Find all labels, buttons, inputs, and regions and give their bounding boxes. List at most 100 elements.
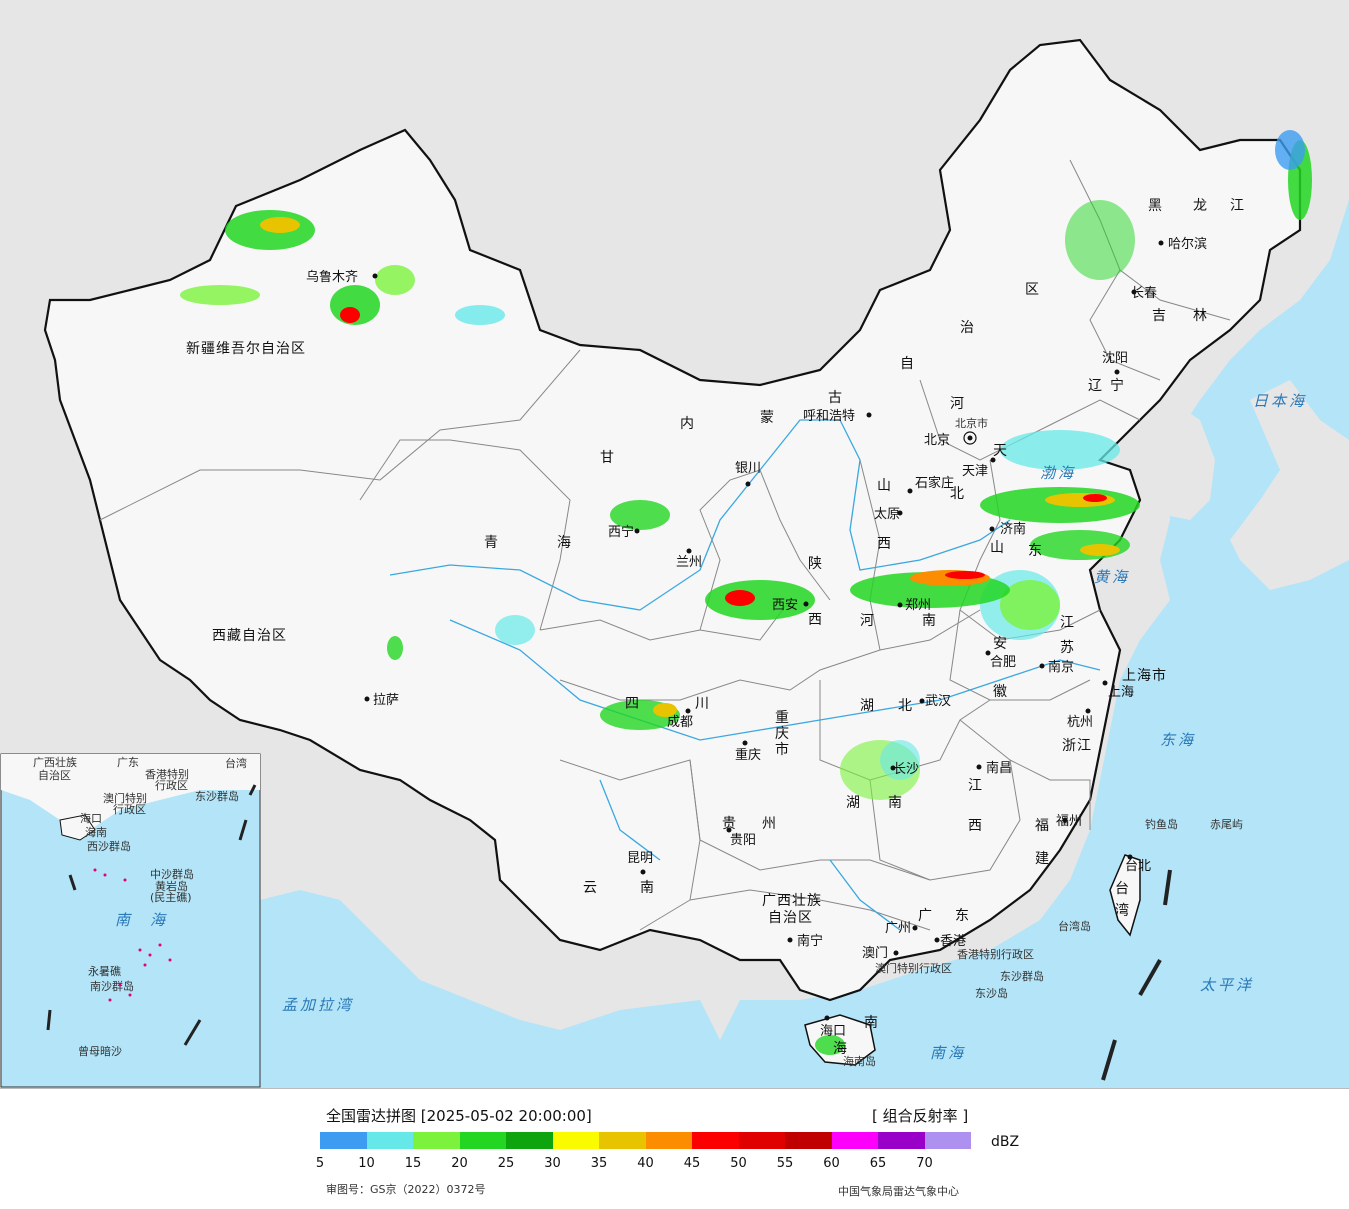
inset-guangxi: 广西壮族: [33, 755, 77, 769]
island-chiwei: 赤尾屿: [1210, 818, 1243, 831]
city-changsha: 长沙: [893, 762, 919, 777]
city-tianjin: 天津: [962, 464, 988, 479]
boundary-dashes: [1101, 869, 1172, 1081]
label-hebei-2: 北: [950, 486, 965, 502]
city-macau: 澳门: [862, 945, 888, 961]
city-changchun: 长春: [1131, 286, 1157, 301]
sea-japan: 日本海: [1253, 392, 1307, 410]
radar-echoes: [180, 130, 1312, 1055]
scale-swatch: [692, 1132, 739, 1149]
scale-tick: 50: [730, 1156, 747, 1171]
legend-panel: 全国雷达拼图 [2025-05-02 20:00:00] [ 组合反射率 ] d…: [0, 1088, 1349, 1209]
label-hebei-1: 河: [950, 396, 965, 412]
label-ln-2: 宁: [1110, 377, 1125, 394]
label-hlj-3: 江: [1230, 198, 1245, 214]
island-taiwan: 台湾岛: [1058, 919, 1091, 933]
label-jilin-2: 林: [1193, 308, 1208, 324]
label-cq-2: 庆: [775, 726, 790, 742]
korea: [1140, 400, 1215, 520]
label-yn-1: 云: [583, 880, 598, 896]
label-hn-1: 海: [833, 1041, 848, 1057]
city-guangzhou: 广州: [885, 921, 911, 936]
inset-zhongsha: 中沙群岛: [150, 867, 194, 881]
legend-ticks: 5 10 15 20 25 30 35 40 45 50 55 60 65 70: [316, 1156, 1020, 1174]
city-urumqi: 乌鲁木齐: [306, 269, 358, 285]
scale-swatch: [831, 1132, 878, 1149]
label-cq-3: 市: [775, 741, 790, 758]
city-kunming: 昆明: [627, 851, 653, 866]
city-nanning: 南宁: [797, 933, 823, 949]
approval-number: 审图号：GS京（2022）0372号: [326, 1183, 486, 1196]
color-scale-bar: [320, 1132, 971, 1149]
inset-zengmu: 曾母暗沙: [78, 1044, 122, 1058]
label-henan-1: 河: [860, 613, 875, 629]
inset-taiwan: 台湾: [225, 756, 247, 770]
city-harbin: 哈尔滨: [1168, 236, 1207, 252]
city-taipei: 台北: [1125, 859, 1151, 874]
inset-haikou: 海口: [80, 811, 102, 825]
island-hainan: 海南岛: [843, 1054, 876, 1068]
label-tw-2: 湾: [1115, 902, 1130, 919]
label-shaanxi-2: 西: [808, 612, 823, 628]
city-chongqing: 重庆: [735, 747, 761, 763]
label-xizang: 西藏自治区: [212, 628, 287, 644]
city-jinan: 济南: [1000, 521, 1026, 537]
scale-tick: 25: [497, 1156, 515, 1171]
label-gz-2: 州: [762, 816, 777, 832]
label-yn-2: 南: [640, 880, 655, 896]
scale-tick: 70: [916, 1156, 933, 1171]
scale-tick: 60: [823, 1156, 840, 1171]
label-sd-1: 山: [990, 540, 1005, 556]
inset-huangyan: 黄岩岛: [155, 879, 188, 893]
scale-tick: 40: [637, 1156, 654, 1171]
japan: [1230, 380, 1349, 590]
sea-yellow: 黄海: [1094, 568, 1130, 586]
label-shanghai: 上海市: [1122, 667, 1167, 684]
city-zhengzhou: 郑州: [905, 598, 931, 613]
city-nanjing: 南京: [1048, 659, 1074, 675]
sea-east: 东海: [1160, 731, 1196, 749]
city-shijiazhuang: 石家庄: [915, 475, 954, 491]
label-sd-2: 东: [1028, 543, 1043, 559]
scale-swatch: [552, 1132, 599, 1149]
label-macau-sar: 澳门特别行政区: [875, 961, 952, 975]
label-hunan-2: 南: [888, 795, 903, 811]
label-nmg-4: 自: [900, 356, 915, 372]
scale-swatch: [645, 1132, 692, 1149]
label-cq-1: 重: [775, 710, 790, 726]
island-dongsha: 东沙岛: [975, 986, 1008, 1000]
map-svg: 新疆维吾尔自治区 西藏自治区 青 海 甘 内 蒙 古 自 治 区 黑 龙 江 吉…: [0, 0, 1349, 1088]
label-jx-1: 江: [968, 778, 983, 794]
scale-tick: 5: [315, 1156, 325, 1171]
city-hefei: 合肥: [990, 655, 1016, 670]
city-xining: 西宁: [608, 524, 634, 540]
label-js-2: 苏: [1060, 640, 1075, 656]
label-tw-1: 台: [1115, 881, 1130, 897]
province-borders: [99, 159, 1231, 931]
city-nanchang: 南昌: [986, 760, 1012, 776]
scale-tick: 30: [544, 1156, 561, 1171]
label-gd-1: 广: [918, 908, 933, 924]
city-chengdu: 成都: [667, 715, 693, 730]
scale-swatch: [459, 1132, 506, 1149]
inset-guangxi-2: 自治区: [38, 768, 71, 782]
label-jx-2: 西: [968, 818, 983, 834]
city-taiyuan: 太原: [874, 507, 900, 522]
city-beijing: 北京: [924, 433, 950, 448]
inset-guangdong: 广东: [117, 756, 139, 769]
label-gx-1: 广西壮族: [762, 893, 822, 909]
inset-hainan: 海南: [85, 825, 107, 839]
inset-huangyan-2: (民主礁): [150, 890, 192, 904]
label-ln-1: 辽: [1088, 378, 1103, 394]
label-js-1: 江: [1060, 615, 1075, 631]
ocean: [260, 200, 1349, 1088]
label-gx-2: 自治区: [768, 910, 813, 926]
inset-yongshu: 永暑礁: [88, 964, 121, 978]
scale-tick: 20: [451, 1156, 468, 1171]
rivers: [389, 419, 1101, 931]
city-haikou: 海口: [820, 1024, 846, 1039]
label-nmg-5: 治: [960, 320, 975, 336]
city-hangzhou: 杭州: [1067, 715, 1093, 730]
label-gz-1: 贵: [722, 816, 737, 832]
inset-hk-2: 行政区: [155, 778, 188, 792]
